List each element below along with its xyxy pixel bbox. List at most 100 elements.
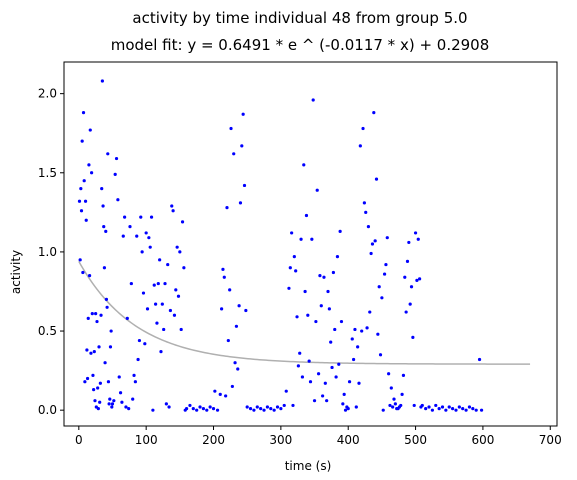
- data-point: [105, 305, 109, 309]
- data-point: [454, 408, 458, 412]
- data-point: [85, 376, 90, 381]
- data-point: [120, 400, 124, 404]
- data-point: [299, 237, 303, 241]
- data-point: [81, 270, 85, 275]
- data-point: [259, 406, 263, 411]
- data-point: [381, 408, 385, 412]
- data-point: [365, 326, 369, 330]
- x-axis: 0 100 200 300 400 500 600 700: [75, 426, 562, 447]
- data-point: [272, 408, 276, 412]
- data-point: [408, 302, 412, 306]
- y-axis-label: activity: [9, 250, 23, 294]
- data-point: [412, 403, 416, 408]
- y-tick-label: 0.5: [38, 324, 57, 338]
- data-point: [101, 204, 105, 208]
- data-point: [83, 380, 87, 384]
- data-point: [279, 406, 283, 411]
- data-point: [265, 405, 269, 409]
- data-point: [98, 400, 102, 404]
- data-point: [329, 340, 333, 344]
- data-point: [234, 324, 239, 328]
- data-point: [342, 392, 346, 396]
- data-point: [380, 296, 384, 300]
- data-point: [353, 327, 357, 332]
- data-point: [347, 380, 352, 384]
- data-point: [205, 408, 209, 412]
- data-point: [144, 231, 148, 235]
- data-point: [333, 327, 337, 332]
- data-point: [388, 403, 392, 408]
- data-point: [213, 389, 217, 393]
- data-point: [224, 394, 228, 398]
- data-point: [220, 307, 224, 311]
- data-point: [168, 308, 173, 313]
- data-point: [133, 380, 137, 384]
- data-point: [136, 357, 140, 362]
- data-point: [248, 406, 253, 411]
- data-point: [171, 209, 175, 213]
- data-point: [292, 255, 296, 259]
- data-point: [331, 270, 335, 275]
- data-point: [158, 258, 162, 262]
- data-point: [382, 272, 387, 276]
- data-point: [151, 408, 155, 412]
- data-point: [409, 285, 414, 289]
- data-point: [325, 399, 329, 403]
- x-tick-label: 500: [404, 433, 427, 447]
- data-point: [358, 144, 362, 148]
- data-point: [125, 316, 129, 320]
- data-point: [98, 381, 102, 385]
- data-point: [100, 79, 104, 83]
- data-point: [413, 231, 418, 235]
- data-point: [102, 266, 107, 270]
- data-point: [307, 359, 311, 363]
- data-point: [211, 406, 216, 411]
- data-point: [393, 402, 397, 406]
- data-point: [176, 294, 181, 298]
- data-point: [334, 375, 338, 379]
- chart-title-line-1: activity by time individual 48 from grou…: [132, 9, 467, 27]
- data-point: [80, 139, 84, 143]
- data-point: [372, 111, 376, 115]
- data-point: [107, 402, 111, 406]
- data-point: [152, 283, 156, 287]
- data-point: [147, 236, 151, 240]
- data-point: [364, 210, 368, 214]
- data-point: [97, 345, 101, 349]
- data-point: [427, 405, 431, 409]
- data-point: [104, 297, 109, 301]
- data-point: [440, 405, 445, 409]
- x-tick-label: 400: [337, 433, 360, 447]
- data-point: [437, 406, 441, 411]
- data-point: [252, 408, 256, 412]
- data-point: [110, 402, 115, 406]
- data-point: [282, 403, 286, 408]
- data-point: [170, 204, 174, 208]
- data-point: [291, 403, 295, 408]
- data-point: [87, 163, 91, 167]
- data-point: [145, 307, 150, 311]
- data-point: [457, 405, 461, 409]
- data-point: [376, 332, 380, 336]
- data-point: [444, 408, 448, 412]
- data-point: [377, 285, 381, 289]
- data-point: [306, 313, 310, 317]
- data-point: [323, 381, 327, 385]
- data-point: [339, 319, 344, 324]
- data-point: [311, 98, 315, 102]
- data-point: [159, 350, 163, 354]
- data-point: [100, 187, 104, 191]
- data-point: [92, 350, 96, 354]
- data-point: [167, 405, 171, 409]
- data-point: [255, 405, 259, 409]
- data-point: [180, 220, 185, 224]
- data-point: [92, 388, 96, 392]
- data-point: [296, 364, 300, 368]
- data-point: [236, 367, 240, 371]
- data-point: [218, 392, 222, 396]
- data-point: [191, 406, 195, 411]
- data-point: [195, 408, 199, 412]
- data-point: [411, 335, 415, 339]
- data-point: [471, 406, 475, 411]
